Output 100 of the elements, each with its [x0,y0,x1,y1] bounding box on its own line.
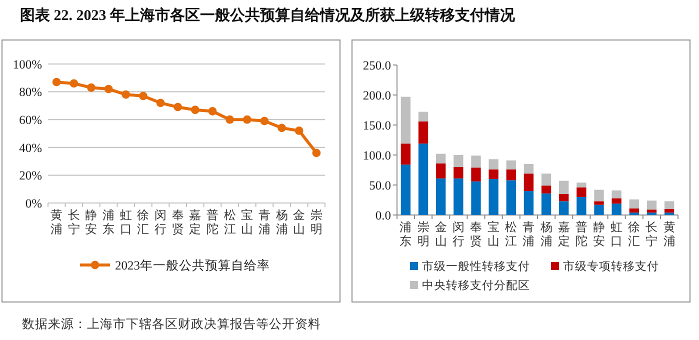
y-tick-label: 200.0 [362,88,391,102]
bar [400,96,411,144]
bar [488,179,498,215]
x-tick-label: 黄浦 [663,220,676,248]
x-tick-label: 闵行 [154,208,167,236]
x-tick-label: 普陀 [206,208,218,236]
x-tick-label: 浦东 [102,208,115,236]
x-tick-label: 奉贤 [470,220,482,248]
bar [541,193,552,215]
y-tick-label: 20% [19,168,42,183]
bar [506,180,516,215]
bar [629,208,639,213]
y-tick-label: 150.0 [362,118,391,132]
bar [612,190,622,198]
bar [436,163,446,178]
point [122,90,130,99]
bar [612,198,622,204]
bar [541,186,552,194]
bar [664,209,674,213]
y-tick-label: 50.0 [369,178,391,192]
bar [612,204,622,215]
point [174,102,182,112]
bar [576,187,586,197]
legend-label: 中央转移支付分配区 [422,278,530,292]
y-tick-label: 0.0 [375,208,391,222]
x-tick-label: 长宁 [68,208,80,236]
x-tick-label: 宝山 [488,220,500,248]
x-tick-label: 静安 [85,208,98,236]
point [242,115,252,124]
bar [471,168,481,182]
x-tick-label: 松江 [505,220,518,248]
bar [541,174,552,186]
bar [454,167,464,178]
point [190,106,200,114]
bar [559,194,569,202]
y-tick-label: 40% [19,140,42,155]
x-tick-label: 青浦 [522,220,535,248]
legend-label: 2023年一般公共预算自给率 [115,257,270,272]
x-tick-label: 徐汇 [137,208,150,236]
point [104,84,113,94]
point [70,79,78,88]
x-tick-label: 徐汇 [628,220,640,248]
chart-title: 图表 22. 2023 年上海市各区一般公共预算自给情况及所获上级转移支付情况 [20,6,516,24]
point [226,115,234,124]
x-tick-label: 闵行 [452,220,464,248]
point [312,148,321,158]
bar [594,204,604,215]
point [52,78,61,86]
bar [488,159,498,170]
y-tick-label: 250.0 [362,58,391,72]
bar [594,201,604,205]
bar [664,201,674,209]
x-tick-label: 虹口 [610,220,623,248]
x-tick-label: 虹口 [120,208,132,236]
bar [594,190,604,202]
bar [436,154,446,164]
bar [646,200,657,210]
bar [471,181,481,215]
y-tick-label: 0% [25,196,42,210]
bar [454,155,464,167]
x-tick-label: 静安 [593,220,606,248]
bar [436,178,446,215]
bar [400,144,411,165]
bar [524,191,534,215]
x-tick-label: 黄浦 [50,208,63,236]
point [138,92,148,100]
x-tick-label: 金山 [293,208,306,236]
point [260,116,269,126]
bar [524,164,534,174]
bar [576,197,586,215]
legend-label: 市级一般性转移支付 [422,259,530,274]
bar [471,156,481,168]
x-tick-label: 嘉定 [189,208,202,236]
bar [524,174,534,191]
bar [559,180,569,194]
x-tick-label: 嘉定 [558,220,570,248]
y-tick-label: 80% [19,85,42,100]
x-tick-label: 崇明 [417,220,430,248]
legend-label: 市级专项转移支付 [563,259,659,274]
x-tick-label: 宝山 [241,208,254,236]
bar [646,210,657,213]
point [208,107,217,116]
source-note: 数据来源：上海市下辖各区财政决算报告等公开资料 [22,316,321,331]
bar [506,160,516,170]
bar [576,182,586,188]
bar [418,112,428,122]
x-tick-label: 浦东 [400,220,412,248]
x-tick-label: 普陀 [575,220,588,248]
point [278,124,286,132]
y-tick-label: 60% [19,112,42,127]
x-tick-label: 松江 [224,208,236,236]
bar [400,164,411,215]
bar [454,178,464,215]
bar [506,169,516,180]
y-tick-label: 100.0 [362,148,391,162]
x-tick-label: 崇明 [310,208,322,236]
bar [418,121,428,144]
bar [488,169,498,179]
y-tick-label: 100% [12,57,42,72]
x-tick-label: 长宁 [646,220,658,248]
